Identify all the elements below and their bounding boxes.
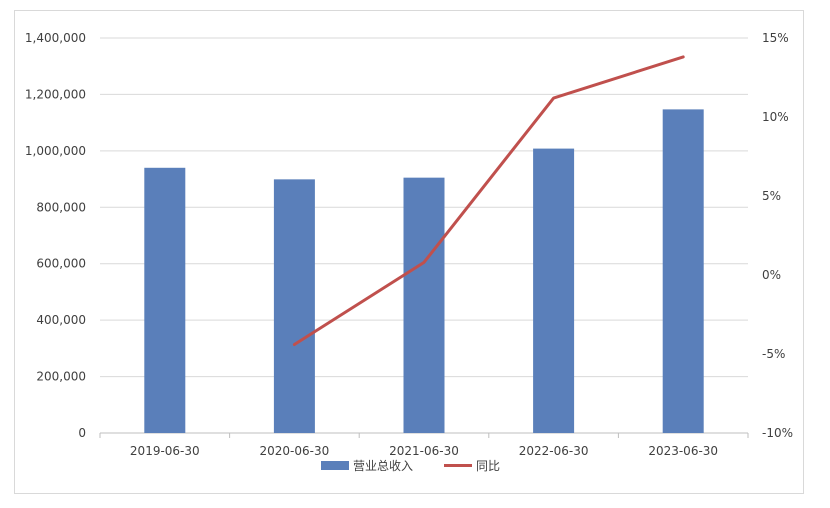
x-tick-label: 2022-06-30 — [519, 444, 589, 458]
left-tick-label: 0 — [78, 426, 86, 440]
left-axis: 0 200,000 400,000 600,000 800,000 1,000,000 1,… — [25, 31, 86, 440]
bar — [533, 148, 575, 433]
left-tick-label: 400,000 — [36, 313, 86, 327]
left-tick-label: 200,000 — [36, 370, 86, 384]
x-tick-label: 2019-06-30 — [130, 444, 200, 458]
bar-series — [144, 109, 704, 434]
bar — [662, 109, 704, 433]
left-tick-label: 600,000 — [36, 257, 86, 271]
x-tick-label: 2020-06-30 — [260, 444, 330, 458]
legend-bar-swatch — [321, 461, 349, 470]
right-tick-label: -5% — [762, 347, 785, 361]
right-tick-label: 0% — [762, 268, 781, 282]
left-tick-label: 800,000 — [36, 200, 86, 214]
right-tick-label: 15% — [762, 31, 789, 45]
x-axis: 2019-06-30 2020-06-30 2021-06-30 2022-06-30… — [99, 433, 749, 458]
legend: 营业总收入 同比 — [321, 459, 500, 473]
x-tick-label: 2023-06-30 — [648, 444, 718, 458]
right-axis: -10% -5% 0% 5% 10% 15% — [762, 31, 793, 440]
right-tick-label: -10% — [762, 426, 793, 440]
bar — [273, 179, 315, 433]
left-tick-label: 1,400,000 — [25, 31, 86, 45]
x-tick-label: 2021-06-30 — [389, 444, 459, 458]
bar — [144, 167, 186, 434]
line-series — [292, 55, 685, 347]
line-path — [292, 55, 685, 347]
bar — [403, 177, 445, 433]
right-tick-label: 10% — [762, 110, 789, 124]
legend-bar-label: 营业总收入 — [353, 459, 413, 473]
left-tick-label: 1,000,000 — [25, 144, 86, 158]
legend-line-label: 同比 — [476, 459, 500, 473]
left-tick-label: 1,200,000 — [25, 87, 86, 101]
right-tick-label: 5% — [762, 189, 781, 203]
